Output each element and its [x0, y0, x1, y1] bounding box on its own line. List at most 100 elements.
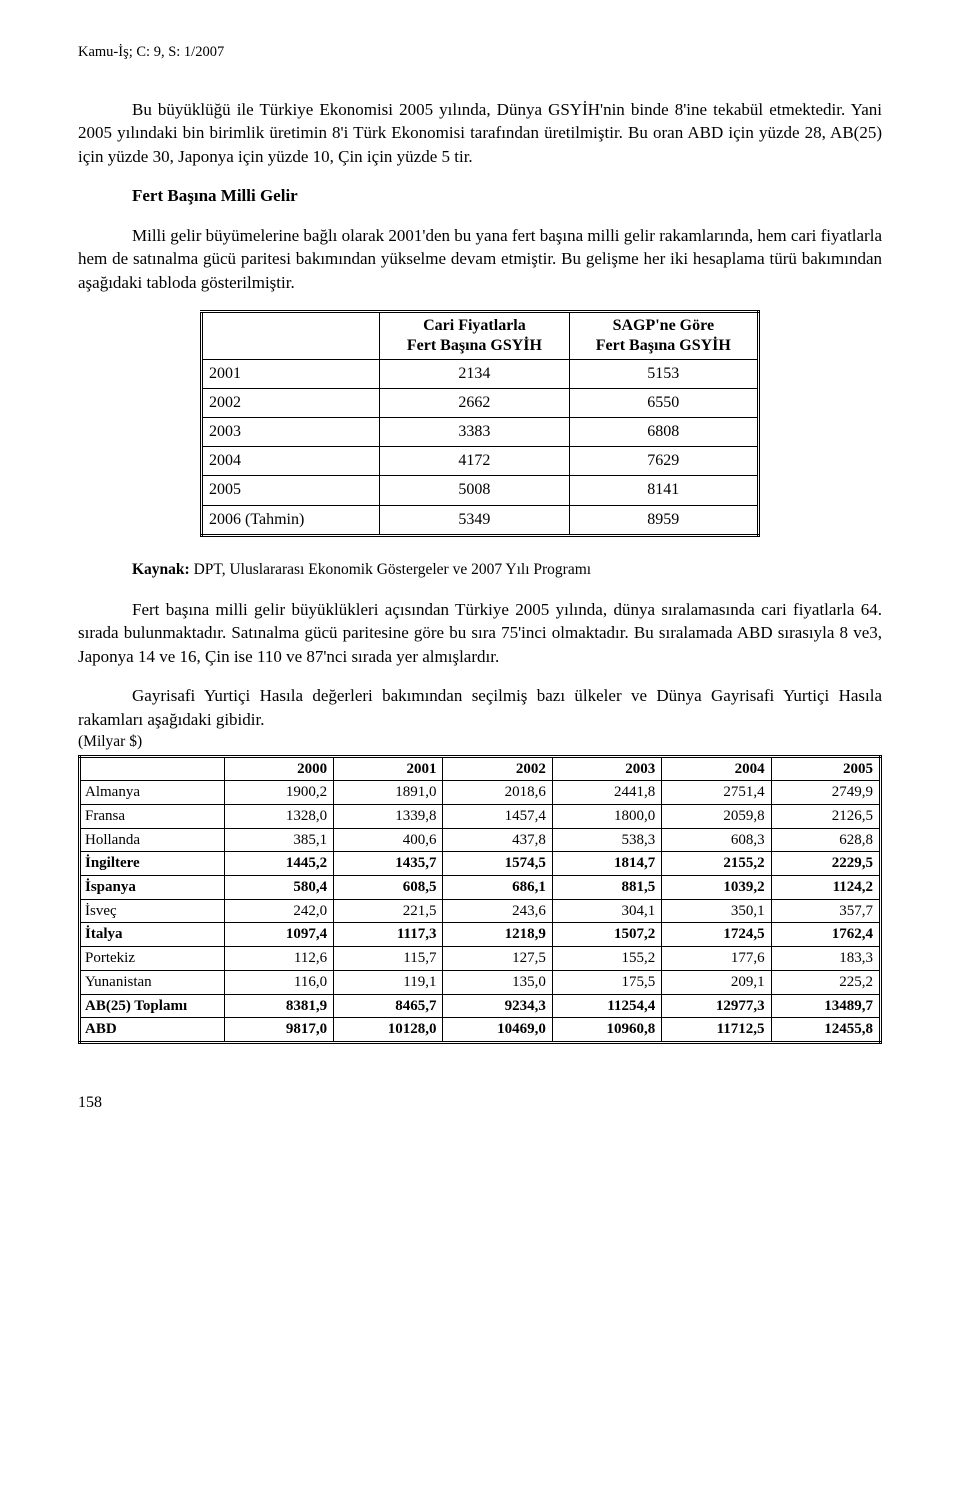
table-cell: 1445,2: [224, 852, 333, 876]
table-row: 200441727629: [202, 447, 759, 476]
table-row: AB(25) Toplamı8381,98465,79234,311254,41…: [80, 994, 881, 1018]
table2-container: 200020012002200320042005 Almanya1900,218…: [78, 755, 882, 1044]
table-cell: 177,6: [662, 947, 771, 971]
table-cell: 242,0: [224, 899, 333, 923]
table1-header-cari: Cari FiyatlarlaFert Başına GSYİH: [380, 312, 569, 360]
table-cell: 2155,2: [662, 852, 771, 876]
table-cell: 10469,0: [443, 1018, 552, 1043]
table-cell: 437,8: [443, 828, 552, 852]
table-cell: 4172: [380, 447, 569, 476]
table-cell: 2751,4: [662, 781, 771, 805]
paragraph-3: Fert başına milli gelir büyüklükleri açı…: [78, 598, 882, 668]
table-cell: 5153: [569, 360, 758, 389]
table-cell: 2001: [202, 360, 380, 389]
table-row: 2006 (Tahmin)53498959: [202, 505, 759, 535]
table-cell: 1800,0: [552, 805, 661, 829]
table1-header-empty: [202, 312, 380, 360]
table-row: Hollanda385,1400,6437,8538,3608,3628,8: [80, 828, 881, 852]
table-header-cell: [80, 756, 225, 781]
table-cell: 1339,8: [334, 805, 443, 829]
table-cell: 183,3: [771, 947, 880, 971]
table-cell: 538,3: [552, 828, 661, 852]
table-cell: 115,7: [334, 947, 443, 971]
table-fert-basina: Cari FiyatlarlaFert Başına GSYİH SAGP'ne…: [200, 310, 760, 536]
source-label: Kaynak:: [132, 561, 190, 578]
table-cell: 2749,9: [771, 781, 880, 805]
table-cell: 608,5: [334, 876, 443, 900]
table-cell: 1900,2: [224, 781, 333, 805]
table-cell: 350,1: [662, 899, 771, 923]
table-cell: 1507,2: [552, 923, 661, 947]
table-cell: 6808: [569, 418, 758, 447]
table-cell: İtalya: [80, 923, 225, 947]
table-cell: 2002: [202, 389, 380, 418]
table-cell: 5008: [380, 476, 569, 505]
table-row: Yunanistan116,0119,1135,0175,5209,1225,2: [80, 970, 881, 994]
table-cell: 608,3: [662, 828, 771, 852]
table-cell: 221,5: [334, 899, 443, 923]
table-cell: Portekiz: [80, 947, 225, 971]
table-cell: 6550: [569, 389, 758, 418]
table-cell: 8381,9: [224, 994, 333, 1018]
table-cell: 11254,4: [552, 994, 661, 1018]
table-cell: 2662: [380, 389, 569, 418]
table-cell: İngiltere: [80, 852, 225, 876]
table-cell: 357,7: [771, 899, 880, 923]
table-header-cell: 2005: [771, 756, 880, 781]
table-row: Fransa1328,01339,81457,41800,02059,82126…: [80, 805, 881, 829]
table-header-cell: 2000: [224, 756, 333, 781]
table-cell: 686,1: [443, 876, 552, 900]
table-header-cell: 2001: [334, 756, 443, 781]
table-cell: 2004: [202, 447, 380, 476]
table-cell: 1218,9: [443, 923, 552, 947]
table-cell: 1814,7: [552, 852, 661, 876]
table-cell: Yunanistan: [80, 970, 225, 994]
table-cell: 385,1: [224, 828, 333, 852]
section-title: Fert Başına Milli Gelir: [78, 184, 882, 207]
table-header-cell: 2002: [443, 756, 552, 781]
table-header-cell: 2004: [662, 756, 771, 781]
unit-label: (Milyar $): [78, 731, 882, 752]
table1-header-sagp: SAGP'ne GöreFert Başına GSYİH: [569, 312, 758, 360]
table-cell: 8465,7: [334, 994, 443, 1018]
table-row: ABD9817,010128,010469,010960,811712,5124…: [80, 1018, 881, 1043]
table-cell: Almanya: [80, 781, 225, 805]
table-row: 200226626550: [202, 389, 759, 418]
table-cell: 2059,8: [662, 805, 771, 829]
page-header: Kamu-İş; C: 9, S: 1/2007: [78, 42, 882, 62]
table-cell: 2018,6: [443, 781, 552, 805]
table-cell: 400,6: [334, 828, 443, 852]
table-cell: 2003: [202, 418, 380, 447]
table-cell: 7629: [569, 447, 758, 476]
table-cell: 580,4: [224, 876, 333, 900]
source-line: Kaynak: DPT, Uluslararası Ekonomik Göste…: [78, 559, 882, 580]
table-cell: 1457,4: [443, 805, 552, 829]
table-cell: 8959: [569, 505, 758, 535]
table-cell: 112,6: [224, 947, 333, 971]
table-cell: 2229,5: [771, 852, 880, 876]
table-cell: 12977,3: [662, 994, 771, 1018]
table-header-cell: 2003: [552, 756, 661, 781]
table-cell: ABD: [80, 1018, 225, 1043]
table-cell: 116,0: [224, 970, 333, 994]
table-cell: 119,1: [334, 970, 443, 994]
table-cell: 304,1: [552, 899, 661, 923]
table-cell: 1891,0: [334, 781, 443, 805]
table-cell: 225,2: [771, 970, 880, 994]
table-cell: 8141: [569, 476, 758, 505]
table-cell: 127,5: [443, 947, 552, 971]
table1-container: Cari FiyatlarlaFert Başına GSYİH SAGP'ne…: [200, 310, 760, 536]
table-cell: 1574,5: [443, 852, 552, 876]
table-cell: 155,2: [552, 947, 661, 971]
table-cell: 1435,7: [334, 852, 443, 876]
table-cell: 2006 (Tahmin): [202, 505, 380, 535]
table-row: İngiltere1445,21435,71574,51814,72155,22…: [80, 852, 881, 876]
table-cell: 1762,4: [771, 923, 880, 947]
table-row: İtalya1097,41117,31218,91507,21724,51762…: [80, 923, 881, 947]
table-row: Portekiz112,6115,7127,5155,2177,6183,3: [80, 947, 881, 971]
table-cell: 1097,4: [224, 923, 333, 947]
table-row: İsveç242,0221,5243,6304,1350,1357,7: [80, 899, 881, 923]
table-cell: 2126,5: [771, 805, 880, 829]
table-cell: 175,5: [552, 970, 661, 994]
table-row: Almanya1900,21891,02018,62441,82751,4274…: [80, 781, 881, 805]
